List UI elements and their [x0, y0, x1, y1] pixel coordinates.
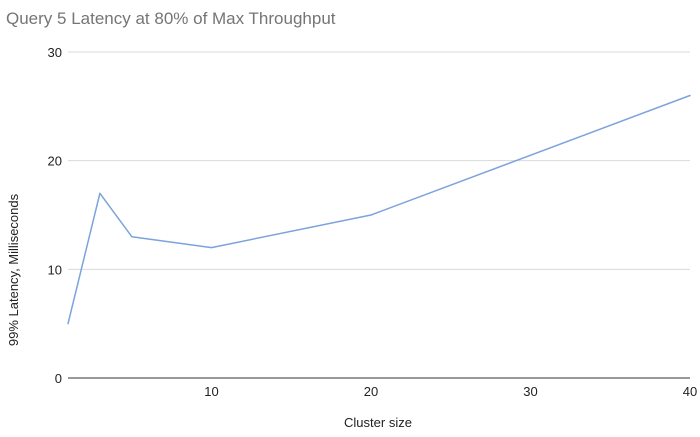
grid [68, 51, 690, 379]
y-axis-title: 99% Latency, Milliseconds [6, 193, 21, 346]
x-tick-label-20: 20 [364, 384, 378, 399]
y-tick-label-30: 30 [48, 45, 62, 60]
y-axis-ticks: 0 10 20 30 [48, 45, 62, 386]
x-axis-ticks: 10 20 30 40 [204, 384, 697, 399]
y-tick-label-0: 0 [55, 371, 62, 386]
y-tick-label-20: 20 [48, 154, 62, 169]
x-tick-label-30: 30 [523, 384, 537, 399]
y-tick-label-10: 10 [48, 262, 62, 277]
series-layer [67, 94, 691, 325]
x-tick-label-10: 10 [204, 384, 218, 399]
x-tick-label-40: 40 [683, 384, 697, 399]
series-line-0 [67, 94, 691, 325]
chart-title: Query 5 Latency at 80% of Max Throughput [6, 9, 336, 28]
x-axis-title: Cluster size [344, 415, 412, 430]
